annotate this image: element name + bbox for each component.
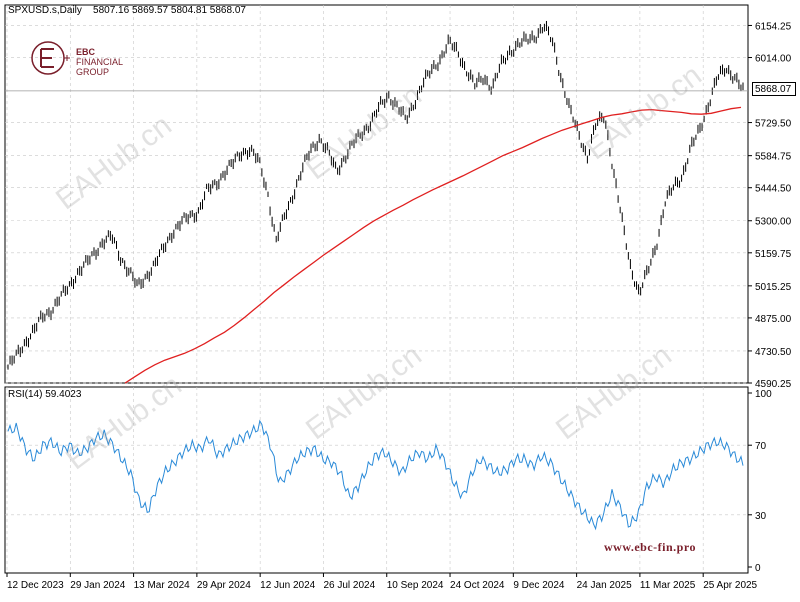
y-tick-label: 4590.25: [755, 379, 792, 390]
y-tick-label: 5444.50: [755, 184, 792, 195]
website-url[interactable]: www.ebc-fin.pro: [604, 540, 696, 554]
rsi-pane-border: [4, 386, 749, 574]
rsi-tick-label: 100: [755, 389, 772, 400]
x-tick-label: 29 Jan 2024: [70, 580, 125, 591]
y-tick-label: 6154.25: [755, 21, 792, 32]
logo-line1: FINANCIAL: [76, 57, 124, 67]
y-tick-label: 5015.25: [755, 282, 792, 293]
x-tick-label: 11 Mar 2025: [640, 580, 696, 591]
ebc-logo: [30, 40, 130, 80]
x-tick-label: 10 Sep 2024: [387, 580, 444, 591]
chart-header: SPXUSD.s,Daily 5807.16 5869.57 5804.81 5…: [8, 5, 246, 17]
ebc-logo-text: EBC FINANCIAL GROUP: [76, 47, 123, 77]
current-price-tag: 5868.07: [752, 82, 796, 96]
y-tick-label: 6014.00: [755, 54, 792, 65]
ebc-logo-icon: [31, 41, 70, 75]
y-tick-label: 5584.75: [755, 152, 792, 163]
x-tick-label: 12 Jun 2024: [260, 580, 315, 591]
y-tick-label: 5729.50: [755, 119, 792, 130]
x-tick-label: 26 Jul 2024: [323, 580, 375, 591]
chart-symbol: SPXUSD.s,Daily: [8, 5, 82, 16]
x-tick-label: 25 Apr 2025: [703, 580, 757, 591]
x-tick-label: 24 Oct 2024: [450, 580, 505, 591]
rsi-label: RSI(14) 59.4023: [8, 389, 82, 400]
y-tick-label: 4730.50: [755, 347, 792, 358]
x-tick-label: 12 Dec 2023: [7, 580, 64, 591]
x-tick-label: 9 Dec 2024: [513, 580, 565, 591]
x-tick-label: 24 Jan 2025: [577, 580, 632, 591]
x-tick-label: 29 Apr 2024: [197, 580, 251, 591]
logo-brand: EBC: [76, 47, 96, 57]
chart-ohlc: 5807.16 5869.57 5804.81 5868.07: [93, 5, 246, 16]
rsi-tick-label: 0: [755, 563, 761, 574]
y-tick-label: 5300.00: [755, 217, 792, 228]
logo-line2: GROUP: [76, 67, 110, 77]
y-tick-label: 4875.00: [755, 314, 792, 325]
rsi-tick-label: 70: [755, 441, 767, 452]
main-pane-border: [4, 4, 749, 384]
rsi-tick-label: 30: [755, 511, 767, 522]
moving-average-line: [124, 106, 742, 384]
x-tick-label: 13 Mar 2024: [134, 580, 191, 591]
y-tick-label: 5159.75: [755, 249, 792, 260]
rsi-line: [7, 419, 744, 531]
